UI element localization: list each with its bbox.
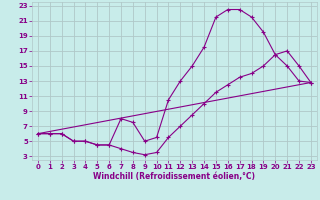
X-axis label: Windchill (Refroidissement éolien,°C): Windchill (Refroidissement éolien,°C) xyxy=(93,172,255,181)
